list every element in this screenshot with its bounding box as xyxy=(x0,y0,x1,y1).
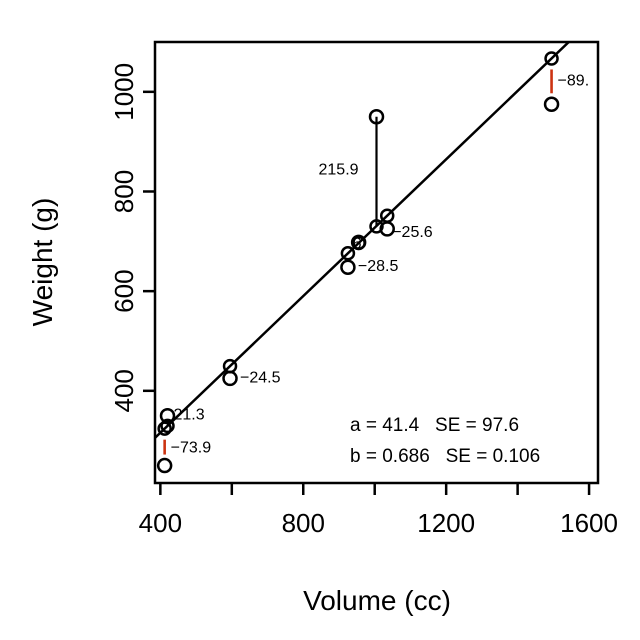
data-point xyxy=(340,259,356,275)
data-point xyxy=(368,108,385,125)
residual-label: 6 xyxy=(353,235,362,252)
residual-label: −89. xyxy=(558,72,590,89)
fitted-point xyxy=(544,51,559,66)
y-axis: 400 600 800 1000 xyxy=(109,63,155,413)
data-point xyxy=(159,407,176,424)
residual-label: −25.6 xyxy=(392,224,433,241)
fitted-point xyxy=(340,246,356,261)
x-tick-label: 1600 xyxy=(560,508,618,538)
stats-line-2: b = 0.686 SE = 0.106 xyxy=(350,446,540,467)
y-tick-label: 600 xyxy=(109,269,139,312)
y-tick-label: 1000 xyxy=(109,63,139,121)
data-point xyxy=(156,457,173,474)
data-point xyxy=(543,96,560,113)
residual-label: 21.3 xyxy=(174,407,205,424)
x-tick-label: 400 xyxy=(139,508,182,538)
residual-label: −73.9 xyxy=(171,440,212,457)
plot-frame xyxy=(153,40,600,485)
fitted-point xyxy=(160,418,175,434)
y-tick-label: 800 xyxy=(109,170,139,213)
residual-label: −28.5 xyxy=(358,258,399,275)
x-tick-label: 800 xyxy=(282,508,325,538)
y-axis-title: Weight (g) xyxy=(27,198,58,327)
residual-label: 215.9 xyxy=(319,162,359,179)
data-point xyxy=(222,370,238,387)
data-point xyxy=(379,221,395,237)
x-axis-title: Volume (cc) xyxy=(303,585,451,616)
residual-label: −24.5 xyxy=(240,369,281,386)
x-tick-label: 1200 xyxy=(417,508,475,538)
x-axis: 400 800 1200 1600 xyxy=(139,483,618,538)
y-tick-label: 400 xyxy=(109,369,139,412)
data-point xyxy=(350,234,367,251)
stats-line-1: a = 41.4 SE = 97.6 xyxy=(350,415,519,436)
